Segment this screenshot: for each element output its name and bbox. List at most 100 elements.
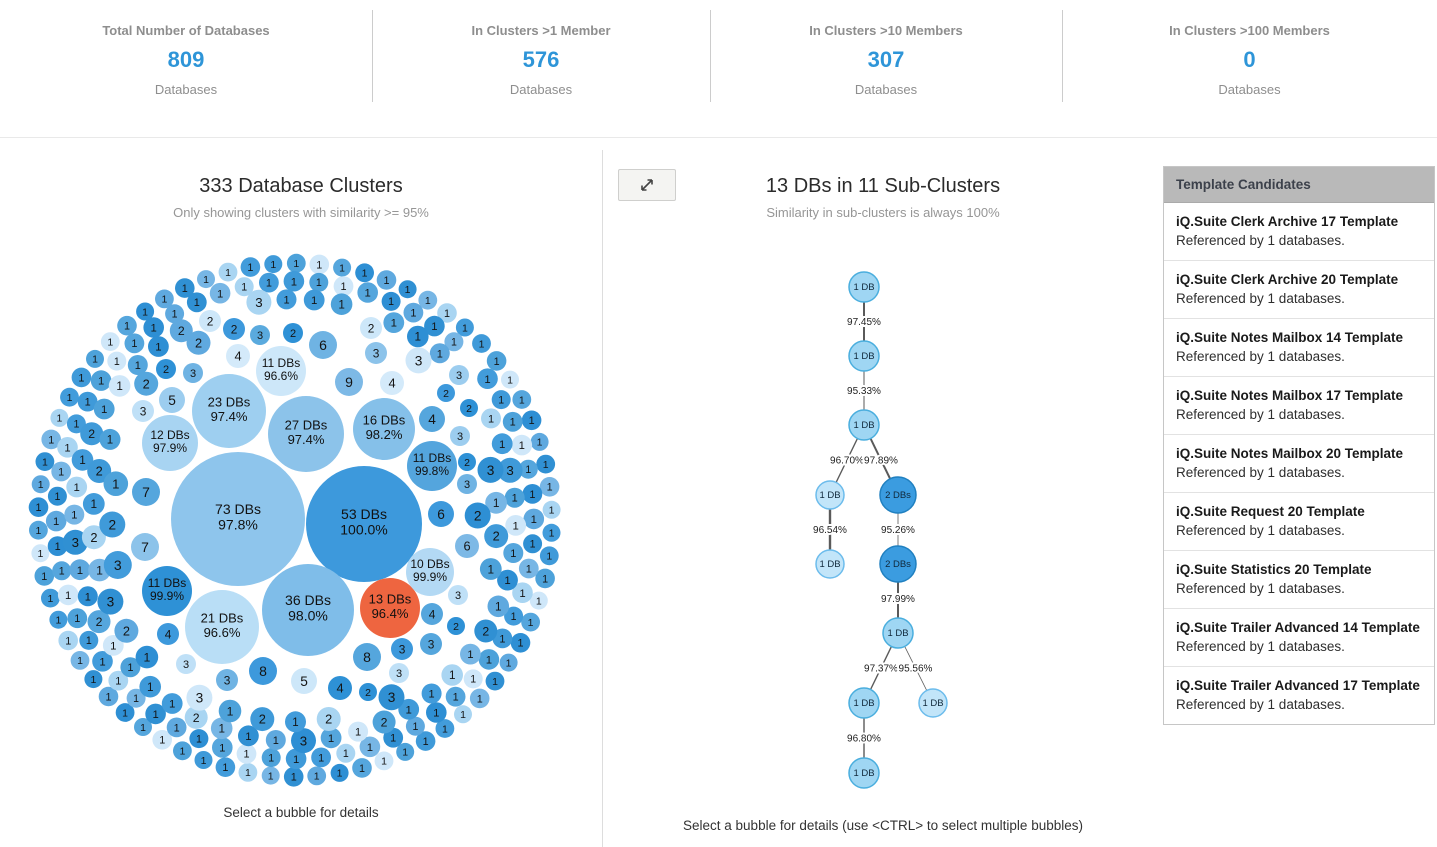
cluster-bubble[interactable]: 1: [218, 699, 242, 723]
cluster-bubble[interactable]: 1: [479, 558, 502, 580]
expand-button[interactable]: [618, 169, 676, 201]
template-candidate-item[interactable]: iQ.Suite Trailer Advanced 14 Template Ref…: [1164, 609, 1434, 667]
cluster-bubble[interactable]: 1: [60, 387, 79, 407]
cluster-bubble[interactable]: 2: [156, 359, 176, 379]
cluster-bubble[interactable]: 1: [77, 586, 98, 607]
cluster-bubble[interactable]: 1: [441, 664, 464, 686]
subcluster-node[interactable]: 1 DB: [848, 409, 880, 441]
cluster-bubble[interactable]: 3: [405, 347, 432, 374]
cluster-bubble[interactable]: 1: [103, 471, 129, 496]
cluster-bubble[interactable]: 4: [226, 344, 250, 368]
cluster-bubble[interactable]: 1: [336, 743, 356, 763]
cluster-bubble[interactable]: 1: [82, 493, 105, 515]
cluster-bubble[interactable]: 73 DBs 97.8%: [171, 452, 305, 586]
cluster-bubble[interactable]: 1: [499, 653, 518, 672]
cluster-bubble[interactable]: 1: [67, 608, 88, 629]
cluster-bubble[interactable]: 1: [197, 270, 215, 289]
cluster-bubble[interactable]: 3: [420, 633, 442, 655]
cluster-bubble[interactable]: 1: [218, 262, 238, 282]
cluster-bubble[interactable]: 1: [285, 748, 307, 770]
cluster-bubble[interactable]: 1: [357, 282, 379, 303]
cluster-bubble[interactable]: 1: [485, 671, 505, 691]
cluster-bubble[interactable]: 1: [352, 758, 372, 778]
cluster-bubble[interactable]: 2: [134, 371, 159, 396]
cluster-bubble[interactable]: 1: [135, 645, 159, 669]
cluster-bubble[interactable]: 1: [539, 477, 560, 497]
cluster-bubble[interactable]: 2: [484, 524, 509, 549]
cluster-bubble[interactable]: 1: [126, 688, 146, 708]
cluster-bubble[interactable]: 36 DBs 98.0%: [262, 564, 354, 656]
cluster-bubble[interactable]: 1: [66, 476, 88, 498]
cluster-bubble[interactable]: 2: [80, 422, 104, 446]
cluster-bubble[interactable]: 3: [97, 588, 124, 615]
cluster-bubble[interactable]: 16 DBs 98.2%: [353, 398, 415, 460]
cluster-bubble[interactable]: 1: [102, 635, 124, 656]
cluster-bubble[interactable]: 1: [512, 390, 532, 409]
cluster-bubble[interactable]: 1: [487, 595, 510, 618]
cluster-bubble[interactable]: 1: [424, 315, 445, 337]
cluster-bubble[interactable]: 1: [77, 391, 98, 412]
cluster-bubble[interactable]: 1: [396, 742, 415, 761]
cluster-bubble[interactable]: 2: [250, 707, 275, 732]
cluster-bubble[interactable]: 2: [87, 610, 111, 634]
cluster-bubble[interactable]: 1: [107, 351, 127, 371]
cluster-bubble[interactable]: 1: [98, 686, 119, 707]
cluster-bubble[interactable]: 2: [474, 619, 498, 643]
cluster-bubble[interactable]: 1: [52, 561, 72, 581]
cluster-bubble[interactable]: 3: [176, 654, 196, 674]
cluster-bubble[interactable]: 21 DBs 96.6%: [185, 590, 259, 664]
cluster-bubble[interactable]: 7: [131, 533, 159, 561]
cluster-bubble[interactable]: 1: [152, 730, 172, 750]
cluster-bubble[interactable]: 1: [194, 751, 213, 769]
cluster-bubble[interactable]: 2: [460, 399, 478, 417]
cluster-bubble[interactable]: 1: [478, 649, 500, 670]
template-candidate-item[interactable]: iQ.Suite Trailer Advanced 17 Template Ref…: [1164, 667, 1434, 724]
cluster-bubble[interactable]: 1: [521, 612, 540, 632]
cluster-bubble-chart[interactable]: 1111111111111111111111111111111111111111…: [0, 240, 602, 800]
cluster-bubble[interactable]: 1: [161, 693, 183, 714]
cluster-bubble[interactable]: 1: [120, 657, 141, 678]
cluster-bubble[interactable]: 1: [510, 633, 531, 653]
cluster-bubble[interactable]: 3: [389, 663, 409, 683]
cluster-bubble[interactable]: 1: [536, 454, 556, 474]
cluster-bubble[interactable]: 1: [492, 628, 513, 649]
cluster-bubble[interactable]: 1: [330, 763, 349, 782]
cluster-bubble[interactable]: 1: [93, 398, 115, 420]
cluster-bubble[interactable]: 6: [455, 534, 479, 558]
cluster-bubble[interactable]: 1: [99, 428, 121, 450]
cluster-bubble[interactable]: 1: [47, 536, 68, 556]
cluster-bubble[interactable]: 1: [108, 375, 131, 397]
cluster-bubble[interactable]: 1: [41, 588, 60, 608]
template-candidate-item[interactable]: iQ.Suite Notes Mailbox 14 Template Refere…: [1164, 319, 1434, 377]
cluster-bubble[interactable]: 2: [184, 705, 208, 729]
cluster-bubble[interactable]: 1: [175, 278, 195, 298]
cluster-bubble[interactable]: 1: [29, 520, 48, 540]
cluster-bubble[interactable]: 11 DBs 99.9%: [142, 566, 192, 616]
cluster-bubble[interactable]: 1: [165, 304, 185, 324]
cluster-bubble[interactable]: 1: [303, 289, 325, 311]
cluster-bubble[interactable]: 1: [359, 736, 381, 758]
cluster-bubble[interactable]: 1: [330, 293, 353, 315]
cluster-bubble[interactable]: 1: [261, 766, 280, 785]
cluster-bubble[interactable]: 1: [84, 670, 103, 689]
cluster-bubble[interactable]: 1: [383, 312, 405, 333]
cluster-bubble[interactable]: 1: [139, 675, 161, 698]
cluster-bubble[interactable]: 1: [497, 569, 518, 591]
cluster-bubble[interactable]: 1: [90, 370, 112, 391]
cluster-bubble[interactable]: 1: [523, 534, 543, 554]
cluster-bubble[interactable]: 3: [250, 325, 270, 345]
cluster-bubble[interactable]: 1: [100, 332, 120, 351]
cluster-bubble[interactable]: 1: [166, 717, 187, 738]
cluster-bubble[interactable]: 1: [186, 292, 207, 313]
cluster-bubble[interactable]: 1: [407, 325, 429, 348]
cluster-bubble[interactable]: 1: [276, 289, 297, 310]
cluster-bubble[interactable]: 1: [429, 343, 450, 364]
cluster-bubble[interactable]: 2: [186, 330, 211, 355]
cluster-bubble[interactable]: 2: [360, 317, 382, 339]
cluster-bubble[interactable]: 4: [421, 603, 443, 625]
cluster-bubble[interactable]: 1: [127, 355, 148, 375]
cluster-bubble[interactable]: 3: [132, 400, 154, 422]
cluster-bubble[interactable]: 2: [437, 384, 455, 402]
cluster-bubble[interactable]: 2: [199, 310, 221, 332]
cluster-bubble[interactable]: 1: [415, 731, 436, 751]
